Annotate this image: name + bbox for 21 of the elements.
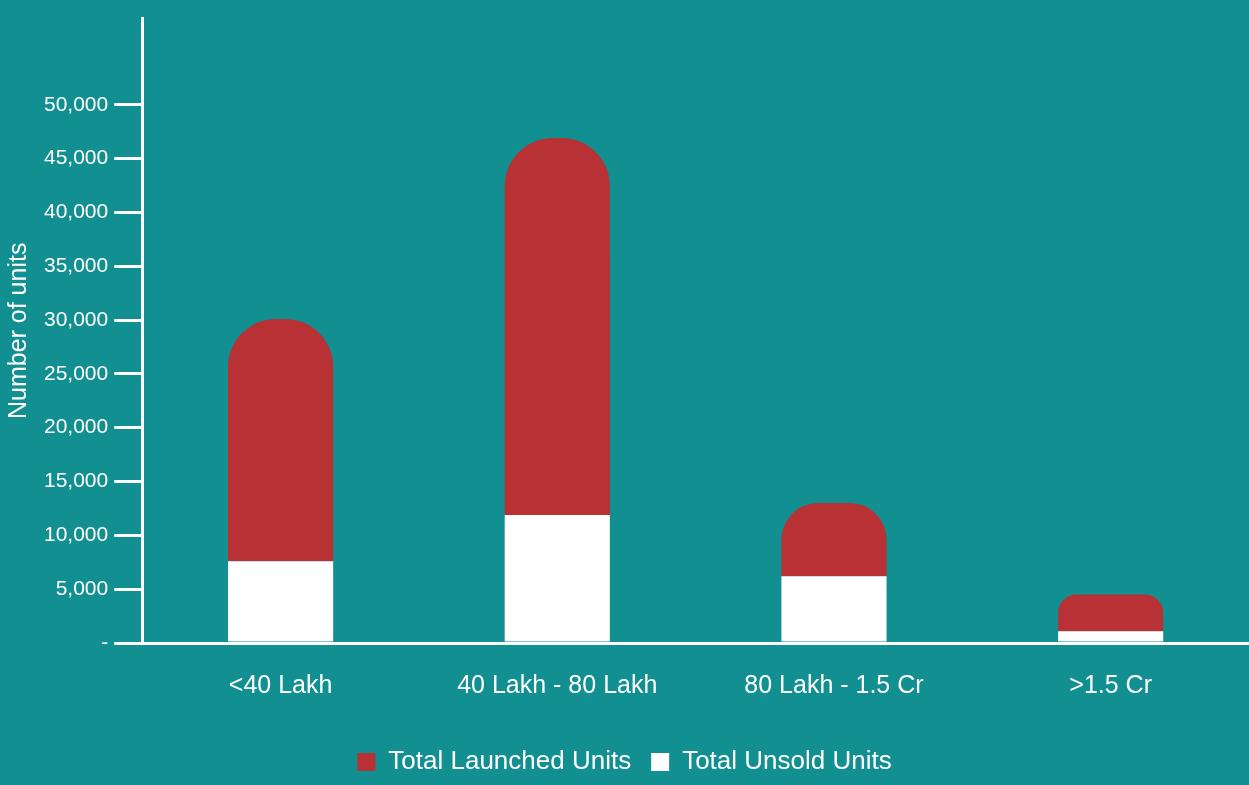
y-tick-label: 35,000 [44,253,109,276]
bar [504,138,610,515]
y-tick-label: 40,000 [44,199,109,223]
bar [1058,594,1164,632]
y-tick-label: 15,000 [44,468,109,492]
y-tick-label: 30,000 [44,306,109,330]
x-tick-label: >1.5 Cr [1069,669,1152,698]
y-tick-label: 20,000 [44,414,109,438]
y-tick-label: 5,000 [55,575,109,599]
x-tick-label: 40 Lakh - 80 Lakh [457,669,658,698]
legend-label: Total Unsold Units [682,745,892,776]
legend-label: Total Launched Units [388,745,632,776]
y-tick-label: 10,000 [44,522,109,546]
bar [228,318,334,562]
x-tick-label: 80 Lakh - 1.5 Cr [744,669,924,698]
y-tick-label: 50,000 [44,91,109,115]
y-axis-title: Number of units [2,242,31,420]
x-tick-label: <40 Lakh [228,669,333,698]
y-tick-label: - [101,629,109,653]
y-tick-label: 45,000 [44,145,109,169]
y-tick-label: 25,000 [44,360,109,384]
